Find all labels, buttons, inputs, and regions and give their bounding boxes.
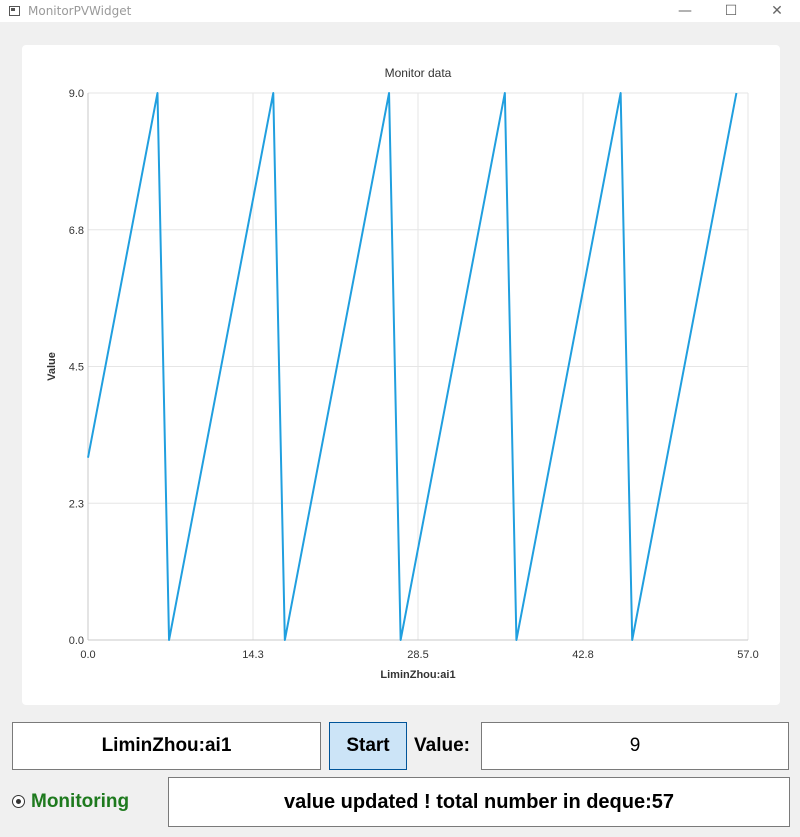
x-tick-label: 0.0: [80, 649, 95, 661]
chart-title: Monitor data: [385, 66, 452, 80]
x-tick-label: 42.8: [572, 649, 593, 661]
y-tick-label: 2.3: [69, 498, 84, 510]
monitoring-label: Monitoring: [31, 791, 130, 812]
x-axis-title: LiminZhou:ai1: [380, 669, 455, 681]
status-field: value updated ! total number in deque:57: [168, 777, 790, 827]
y-axis-title: Value: [46, 352, 58, 381]
window-title: MonitorPVWidget: [28, 4, 132, 18]
title-bar: MonitorPVWidget — ☐ ✕: [0, 0, 800, 22]
pv-name-field[interactable]: LiminZhou:ai1: [12, 722, 321, 770]
maximize-button[interactable]: ☐: [724, 3, 738, 19]
value-label: Value:: [414, 735, 470, 756]
y-tick-label: 4.5: [69, 362, 84, 374]
x-tick-label: 57.0: [737, 649, 758, 661]
y-tick-label: 9.0: [69, 88, 84, 100]
monitor-chart: 0.0 14.3 28.5 42.8 57.0 0.0 2.3 4.5 6.8 9.0 Monito…: [46, 66, 759, 681]
app-icon: [9, 6, 20, 16]
start-button[interactable]: Start: [329, 722, 407, 770]
window-controls: — ☐ ✕: [662, 0, 800, 22]
minimize-button[interactable]: —: [678, 3, 692, 19]
y-tick-label: 0.0: [69, 635, 84, 647]
chart-panel: 0.0 14.3 28.5 42.8 57.0 0.0 2.3 4.5 6.8 9.0 Monito…: [22, 45, 780, 705]
x-tick-label: 14.3: [242, 649, 263, 661]
series-line: [87, 92, 738, 641]
y-tick-label: 6.8: [69, 225, 84, 237]
close-button[interactable]: ✕: [771, 3, 783, 19]
value-field: 9: [481, 722, 789, 770]
monitoring-radio[interactable]: [12, 795, 25, 808]
x-tick-label: 28.5: [407, 649, 428, 661]
